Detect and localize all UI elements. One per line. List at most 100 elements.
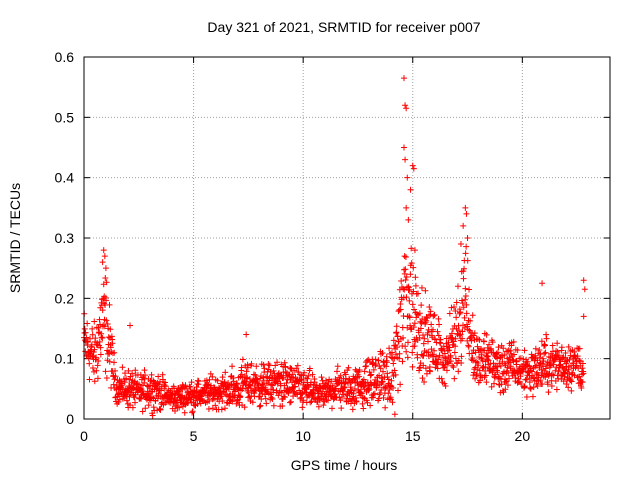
data-point xyxy=(123,397,130,404)
data-point xyxy=(539,280,546,287)
data-point xyxy=(511,351,518,358)
data-point xyxy=(103,317,110,324)
data-point xyxy=(259,381,266,388)
data-point xyxy=(102,274,109,281)
data-point xyxy=(116,377,123,384)
data-point xyxy=(337,372,344,379)
data-point xyxy=(309,371,316,378)
data-point xyxy=(571,348,578,355)
data-point xyxy=(243,379,250,386)
data-point xyxy=(101,253,108,260)
data-point xyxy=(243,331,250,338)
data-point xyxy=(462,285,469,292)
data-point xyxy=(402,156,409,163)
data-point xyxy=(502,386,509,393)
data-point xyxy=(514,347,521,354)
data-point xyxy=(566,356,573,363)
data-point xyxy=(386,395,393,402)
data-point xyxy=(397,381,404,388)
data-point xyxy=(484,356,491,363)
data-point xyxy=(446,347,453,354)
data-point xyxy=(350,390,357,397)
data-point xyxy=(398,277,405,284)
data-point xyxy=(562,349,569,356)
data-point xyxy=(209,373,216,380)
data-point xyxy=(205,406,212,413)
data-point xyxy=(367,402,374,409)
data-point xyxy=(302,388,309,395)
data-point xyxy=(91,378,98,385)
data-point xyxy=(474,336,481,343)
data-point xyxy=(110,359,117,366)
data-point xyxy=(420,352,427,359)
data-point xyxy=(453,299,460,306)
data-point xyxy=(171,407,178,414)
data-point xyxy=(456,332,463,339)
data-point xyxy=(102,368,109,375)
data-point xyxy=(494,363,501,370)
data-point xyxy=(238,371,245,378)
data-point xyxy=(507,347,514,354)
data-point xyxy=(119,364,126,371)
data-point xyxy=(395,387,402,394)
data-point xyxy=(127,322,134,329)
data-point xyxy=(362,363,369,370)
data-point xyxy=(500,345,507,352)
data-point xyxy=(581,286,588,293)
data-point xyxy=(386,386,393,393)
data-point xyxy=(522,376,529,383)
data-point xyxy=(320,402,327,409)
chart-title: Day 321 of 2021, SRMTID for receiver p00… xyxy=(207,19,480,35)
data-point xyxy=(269,396,276,403)
data-point xyxy=(97,344,104,351)
data-point xyxy=(349,406,356,413)
data-point xyxy=(416,365,423,372)
data-point xyxy=(435,356,442,363)
data-point xyxy=(363,363,370,370)
data-point xyxy=(411,306,418,313)
data-point xyxy=(457,331,464,338)
data-point xyxy=(448,330,455,337)
data-point xyxy=(526,362,533,369)
data-point xyxy=(426,312,433,319)
data-point xyxy=(150,377,157,384)
data-point xyxy=(263,400,270,407)
y-tick-label: 0 xyxy=(66,411,74,427)
data-point xyxy=(218,406,225,413)
data-point xyxy=(494,369,501,376)
data-point xyxy=(410,288,417,295)
data-point xyxy=(465,342,472,349)
data-point xyxy=(103,279,110,286)
data-point xyxy=(150,404,157,411)
data-point xyxy=(265,380,272,387)
y-tick-label: 0.6 xyxy=(55,49,75,65)
data-point xyxy=(383,363,390,370)
data-point xyxy=(364,399,371,406)
data-point xyxy=(233,400,240,407)
data-point xyxy=(255,382,262,389)
data-point xyxy=(450,364,457,371)
x-axis-label: GPS time / hours xyxy=(291,457,398,473)
data-point xyxy=(186,383,193,390)
data-point xyxy=(468,350,475,357)
data-point xyxy=(98,330,105,337)
data-point xyxy=(389,399,396,406)
data-point xyxy=(554,340,561,347)
data-point xyxy=(342,379,349,386)
data-points xyxy=(81,75,588,419)
y-tick-label: 0.4 xyxy=(55,170,75,186)
data-point xyxy=(500,389,507,396)
data-point xyxy=(359,400,366,407)
data-point xyxy=(460,275,467,282)
data-point xyxy=(270,386,277,393)
data-point xyxy=(338,405,345,412)
data-point xyxy=(145,402,152,409)
data-point xyxy=(549,371,556,378)
data-point xyxy=(234,381,241,388)
data-point xyxy=(541,350,548,357)
data-point xyxy=(397,306,404,313)
data-point xyxy=(173,403,180,410)
y-tick-label: 0.5 xyxy=(55,109,75,125)
data-point xyxy=(107,344,114,351)
